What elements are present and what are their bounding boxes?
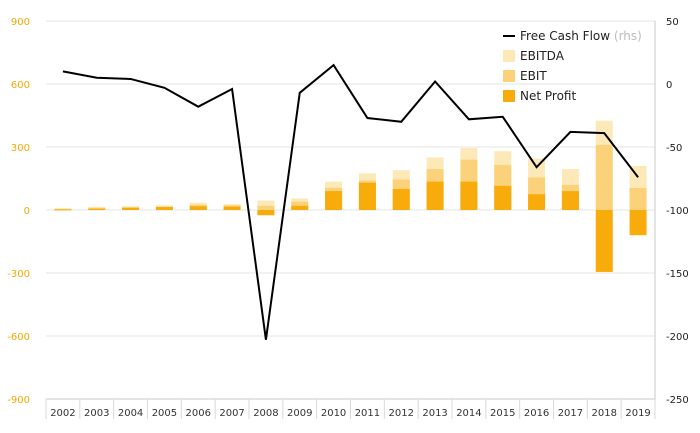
bar-net-profit-2019: [629, 210, 647, 236]
x-tick-2014: 2014: [456, 408, 481, 419]
bar-net-profit-2004: [122, 207, 140, 210]
x-tick-2018: 2018: [592, 408, 617, 419]
x-tick-2013: 2013: [422, 408, 447, 419]
bar-net-profit-2002: [54, 209, 72, 211]
bar-net-profit-2010: [325, 191, 343, 210]
x-tick-2015: 2015: [490, 408, 515, 419]
x-tick-2002: 2002: [50, 408, 75, 419]
bar-net-profit-2016: [528, 194, 546, 210]
legend-label-ebitda: EBITDA: [520, 49, 565, 63]
axes: 900 600 300 0 -300 -600 -900 50 0 -50 -100 -150 -200…: [7, 17, 689, 419]
legend: Free Cash Flow (rhs) EBITDA EBIT Net Profit: [503, 29, 642, 103]
bar-net-profit-2006: [189, 206, 207, 210]
x-tick-2010: 2010: [321, 408, 346, 419]
x-tick-2007: 2007: [219, 408, 244, 419]
legend-label-net-profit: Net Profit: [520, 89, 576, 103]
bar-ebit-2019: [629, 187, 647, 210]
left-tick-0: 0: [24, 206, 30, 217]
bar-net-profit-2009: [291, 205, 309, 210]
x-tick-2017: 2017: [558, 408, 583, 419]
bar-ebit-2018: [595, 144, 613, 210]
right-tick--100: -100: [666, 206, 689, 217]
legend-label-ebit: EBIT: [520, 69, 547, 83]
legend-label-free-cash-flow: Free Cash Flow (rhs): [520, 29, 642, 43]
left-tick-600: 600: [11, 80, 30, 91]
bar-net-profit-2014: [460, 181, 478, 210]
bar-net-profit-2012: [392, 189, 410, 210]
legend-swatch-net-profit: [503, 90, 515, 102]
bar-net-profit-2017: [561, 191, 579, 210]
bar-net-profit-2005: [155, 207, 173, 210]
left-tick-900: 900: [11, 17, 30, 28]
right-tick--50: -50: [666, 143, 682, 154]
bar-net-profit-2018: [595, 210, 613, 272]
right-tick--200: -200: [666, 332, 689, 343]
x-tick-2003: 2003: [84, 408, 109, 419]
right-tick--250: -250: [666, 395, 689, 406]
right-tick-0: 0: [666, 80, 672, 91]
x-tick-2006: 2006: [186, 408, 211, 419]
x-tick-2016: 2016: [524, 408, 549, 419]
x-tick-2008: 2008: [253, 408, 278, 419]
line-free-cash-flow: [62, 63, 639, 340]
bar-net-profit-2015: [494, 185, 512, 210]
legend-swatch-ebit: [503, 70, 515, 82]
x-tick-2019: 2019: [625, 408, 650, 419]
bar-net-profit-2011: [358, 182, 376, 210]
x-tick-2009: 2009: [287, 408, 312, 419]
legend-label-rhs: (rhs): [614, 29, 642, 43]
x-tick-2012: 2012: [389, 408, 414, 419]
right-tick-50: 50: [666, 17, 679, 28]
bar-net-profit-2007: [223, 206, 241, 210]
bar-net-profit-2013: [426, 181, 444, 210]
legend-swatch-ebitda: [503, 50, 515, 62]
bar-net-profit-2003: [88, 208, 106, 210]
left-tick--600: -600: [7, 332, 30, 343]
right-tick--150: -150: [666, 269, 689, 280]
left-tick--900: -900: [7, 395, 30, 406]
line-series: [62, 63, 639, 340]
bar-series: [54, 120, 647, 272]
x-tick-2004: 2004: [118, 408, 143, 419]
left-tick-300: 300: [11, 143, 30, 154]
left-tick--300: -300: [7, 269, 30, 280]
bar-ebitda-2008: [257, 200, 275, 210]
x-tick-2011: 2011: [355, 408, 380, 419]
x-tick-2005: 2005: [152, 408, 177, 419]
bar-net-profit-2008: [257, 210, 275, 216]
bar-ebit-2008: [257, 205, 275, 210]
